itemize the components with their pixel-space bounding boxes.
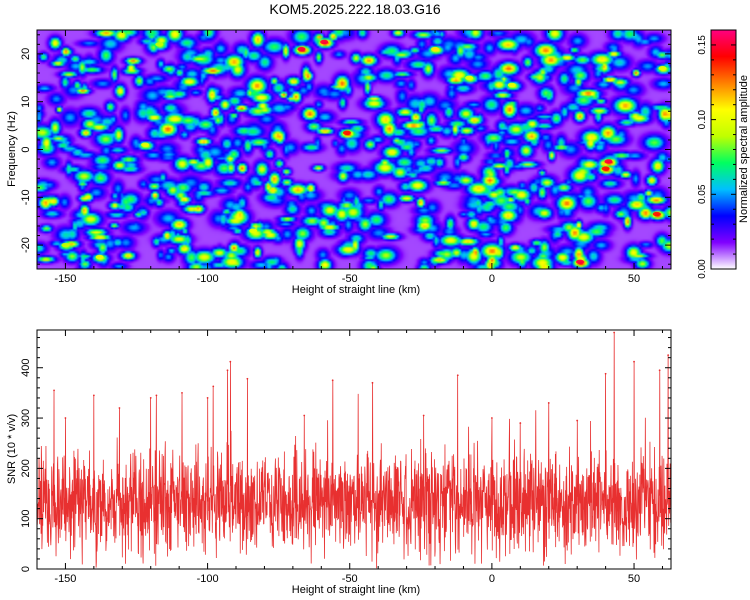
snr-peak-point (633, 360, 635, 363)
heatmap-hotspot (658, 66, 667, 71)
snr-peak-point (658, 369, 661, 372)
x-tick-label: 0 (489, 273, 495, 285)
snr-peak-point (371, 381, 374, 384)
colorbar-ticks: 0.00 0.05 0.10 0.15 (697, 35, 736, 279)
snr-ylabel: SNR (10 * v/v) (6, 414, 18, 484)
colorbar: 0.00 0.05 0.10 0.15 Normalized spectral amp… (697, 29, 750, 279)
snr-peak-point (576, 419, 579, 422)
snr-peak-point (64, 417, 67, 419)
heatmap-hotspot (342, 130, 351, 135)
snr-peak-point (149, 397, 152, 399)
snr-frame (36, 329, 672, 570)
y-tick-label: 20 (20, 48, 32, 60)
snr-peak-point (667, 354, 670, 357)
hotspot-layer (61, 39, 667, 265)
snr-peak-point (226, 369, 229, 372)
snr-peak-point (331, 379, 334, 382)
heatmap-hotspot (95, 254, 104, 260)
snr-axis-ticks: -150 -100 -50 0 50 0 100 200 300 400 (20, 330, 671, 585)
y-tick-label: -10 (20, 189, 32, 205)
snr-peak-point (206, 397, 209, 399)
heatmap-hotspot (576, 259, 585, 265)
snr-peak-point (118, 407, 121, 409)
heatmap-hotspot (601, 166, 610, 171)
heatmap-hotspot (652, 211, 661, 217)
heatmap-hotspot (141, 142, 150, 147)
y-tick-label: 10 (20, 96, 32, 108)
snr-peak-point (212, 385, 215, 388)
y-tick-label: 200 (20, 459, 32, 477)
x-tick-label: -50 (342, 273, 358, 285)
snr-series-path (37, 332, 671, 569)
snr-peak-point (155, 394, 158, 397)
x-tick-label: 0 (489, 573, 495, 585)
heatmap-hotspot (249, 228, 258, 233)
snr-peak-point (53, 389, 55, 392)
x-tick-label: 50 (628, 273, 640, 285)
snr-peak-point (604, 372, 607, 375)
heatmap-hotspot (507, 82, 516, 88)
snr-peak-point (456, 374, 459, 377)
chart-title: KOM5.2025.222.18.03.G16 (269, 1, 440, 17)
heatmap-xlabel: Height of straight line (km) (292, 284, 420, 296)
snr-peak-point (181, 391, 183, 394)
heatmap-hotspot (61, 242, 70, 248)
heatmap-hotspot (431, 46, 440, 52)
colorbar-gradient (710, 29, 737, 270)
x-tick-label: -100 (197, 573, 219, 585)
colorbar-tick-label: 0.10 (697, 109, 708, 129)
colorbar-tick-label: 0.00 (697, 259, 708, 279)
x-tick-label: 50 (628, 573, 640, 585)
snr-xlabel: Height of straight line (km) (292, 584, 420, 596)
snr-peak-point (303, 414, 306, 417)
y-tick-label: 100 (20, 510, 32, 528)
snr-peak-point (613, 331, 616, 334)
x-tick-label: -50 (342, 573, 358, 585)
snr-panel: -150 -100 -50 0 50 0 100 200 300 400 Height of st… (6, 329, 672, 596)
y-tick-label: 0 (20, 566, 32, 572)
y-tick-label: 400 (20, 359, 32, 377)
heatmap-hotspot (604, 159, 613, 164)
snr-peak-point (246, 377, 249, 380)
y-tick-label: 300 (20, 409, 32, 427)
heatmap-image (37, 30, 671, 269)
x-tick-label: -150 (54, 273, 76, 285)
snr-series-line (37, 331, 671, 569)
snr-peak-point (92, 394, 95, 397)
heatmap-ylabel: Frequency (Hz) (6, 111, 18, 187)
y-tick-label: 0 (20, 146, 32, 152)
y-tick-label: -20 (20, 237, 32, 253)
heatmap-hotspot (155, 42, 164, 47)
snr-peak-point (229, 360, 232, 363)
heatmap-hotspot (297, 46, 306, 52)
heatmap-hotspot (320, 39, 329, 45)
colorbar-tick-label: 0.15 (697, 35, 708, 55)
heatmap-hotspot (465, 75, 474, 81)
snr-peak-point (490, 417, 493, 419)
snr-peak-point (422, 414, 425, 417)
snr-peak-point (547, 402, 550, 404)
x-tick-label: -100 (197, 273, 219, 285)
snr-peak-point (519, 422, 522, 424)
x-tick-label: -150 (54, 573, 76, 585)
colorbar-tick-label: 0.05 (697, 184, 708, 204)
colorbar-label: Normalized spectral amplitude (738, 75, 750, 223)
